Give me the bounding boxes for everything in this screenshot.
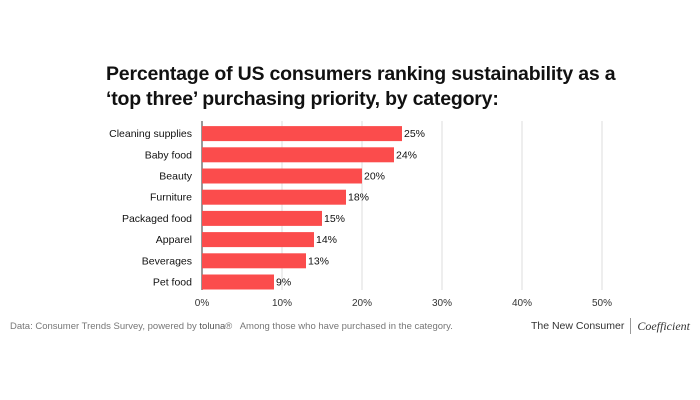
- x-tick-label: 10%: [272, 298, 292, 309]
- category-label: Beverages: [142, 255, 192, 267]
- logo-coefficient: Coefficient: [637, 318, 690, 333]
- bar: [202, 189, 346, 205]
- x-axis-ticks: 0% 10% 20% 30% 40% 50%: [195, 298, 612, 309]
- category-label: Apparel: [156, 234, 192, 246]
- category-label: Beauty: [159, 171, 192, 183]
- bar: [202, 147, 394, 163]
- value-label: 13%: [308, 255, 329, 267]
- x-tick-label: 50%: [592, 298, 612, 309]
- logo-the-new-consumer: The New Consumer: [530, 320, 625, 332]
- value-label: 25%: [404, 128, 425, 140]
- category-label: Packaged food: [122, 213, 192, 225]
- source-brand: toluna: [199, 321, 226, 332]
- bar: [202, 210, 322, 226]
- source-note: Data: Consumer Trends Survey, powered by…: [10, 321, 453, 332]
- x-tick-label: 40%: [512, 298, 532, 309]
- bar: [202, 253, 306, 269]
- bar: [202, 126, 402, 142]
- category-label: Furniture: [150, 192, 192, 204]
- category-labels: Cleaning supplies Baby food Beauty Furnitur…: [109, 128, 193, 288]
- source-text: Data: Consumer Trends Survey, powered by: [10, 321, 197, 332]
- x-tick-label: 20%: [352, 298, 372, 309]
- bar: [202, 274, 274, 290]
- value-labels: 25% 24% 20% 18%15% 14% 13% 9%: [276, 128, 425, 288]
- value-label: 14%: [316, 234, 337, 246]
- category-label: Baby food: [145, 149, 192, 161]
- note-text: Among those who have purchased in the ca…: [239, 321, 453, 332]
- chart-title: Percentage of US consumers ranking susta…: [106, 62, 626, 112]
- bars: [202, 126, 402, 290]
- value-label: 20%: [364, 171, 385, 183]
- chart-title-line-2: ‘top three’ purchasing priority, by cate…: [106, 88, 499, 110]
- category-label: Pet food: [153, 277, 192, 289]
- category-label: Cleaning supplies: [109, 128, 192, 140]
- publisher-logos: The New Consumer Coefficient: [531, 318, 690, 334]
- x-tick-label: 30%: [432, 298, 452, 309]
- bar: [202, 232, 314, 248]
- chart-title-line-1: Percentage of US consumers ranking susta…: [106, 63, 616, 85]
- bar: [202, 168, 362, 184]
- registered-mark: ®: [225, 321, 233, 332]
- value-label: 15%: [324, 213, 345, 225]
- value-label: 9%: [276, 277, 291, 289]
- value-label: 24%: [396, 149, 417, 161]
- logo-divider: [630, 318, 632, 334]
- x-tick-label: 0%: [195, 298, 210, 309]
- value-label: 18%: [348, 192, 369, 204]
